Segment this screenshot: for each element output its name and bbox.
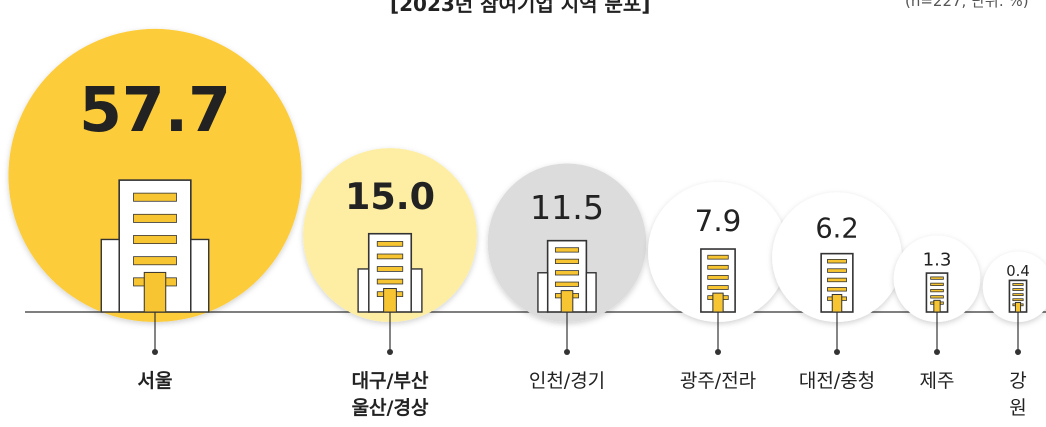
door [1014, 302, 1022, 313]
note: (n=227, 단위: %) [905, 0, 1029, 10]
wing [190, 238, 210, 313]
category-label: 대전/충청 [798, 370, 876, 392]
building-icon [925, 272, 949, 313]
door [143, 271, 167, 313]
value-label: 11.5 [530, 188, 604, 227]
door [831, 293, 843, 313]
window [133, 213, 177, 223]
category-label: 인천/경기 [528, 370, 606, 392]
connector-dot [1015, 349, 1021, 355]
value-label: 6.2 [815, 213, 858, 244]
window [554, 258, 580, 264]
window [376, 241, 404, 247]
window [376, 266, 404, 272]
category-label: 제주 [919, 370, 955, 392]
category-label: 강원 [1009, 370, 1027, 419]
category-label: 광주/전라 [679, 370, 757, 392]
window [554, 281, 580, 287]
door [933, 299, 941, 313]
window [930, 295, 944, 299]
door [383, 288, 397, 313]
value-label: 0.4 [1006, 263, 1029, 280]
building-icon [1008, 279, 1028, 313]
window [827, 259, 847, 264]
bubble [8, 28, 302, 322]
window [133, 192, 177, 202]
wing [537, 272, 549, 313]
window [376, 253, 404, 260]
connector-dot [834, 349, 840, 355]
window [827, 277, 847, 283]
value-label: 57.7 [79, 74, 231, 146]
window [930, 276, 944, 280]
window [827, 287, 847, 292]
category-label: 대구/부산 울산/경상 [351, 370, 429, 419]
value-label: 1.3 [923, 250, 952, 271]
value-label: 15.0 [345, 175, 435, 218]
wing [585, 272, 597, 313]
window [554, 270, 580, 276]
chart-title: [2023년 참여기업 지역 분포] [390, 0, 651, 16]
building-icon [100, 179, 210, 313]
window [133, 235, 177, 245]
wing [410, 268, 423, 313]
connector-dot [934, 349, 940, 355]
window [554, 247, 580, 253]
window [707, 285, 729, 290]
category-label: 서울 [137, 370, 173, 392]
building-icon [537, 239, 597, 313]
window [707, 264, 729, 270]
window [930, 282, 944, 286]
door [560, 290, 574, 313]
connector-dot [152, 349, 158, 355]
window [133, 256, 177, 266]
wing [357, 268, 370, 313]
window [376, 278, 404, 285]
connector-dot [387, 349, 393, 355]
window [1012, 283, 1024, 286]
window [1012, 288, 1024, 291]
window [707, 275, 729, 280]
building-icon [700, 248, 736, 313]
connector-dot [564, 349, 570, 355]
window [1012, 293, 1024, 297]
wing [100, 238, 120, 313]
value-label: 7.9 [695, 204, 742, 238]
window [930, 289, 944, 293]
window [1012, 298, 1024, 302]
building-icon [820, 252, 854, 313]
window [707, 254, 729, 260]
window [827, 268, 847, 273]
connector-dot [715, 349, 721, 355]
building-icon [357, 232, 423, 313]
door [712, 292, 724, 313]
